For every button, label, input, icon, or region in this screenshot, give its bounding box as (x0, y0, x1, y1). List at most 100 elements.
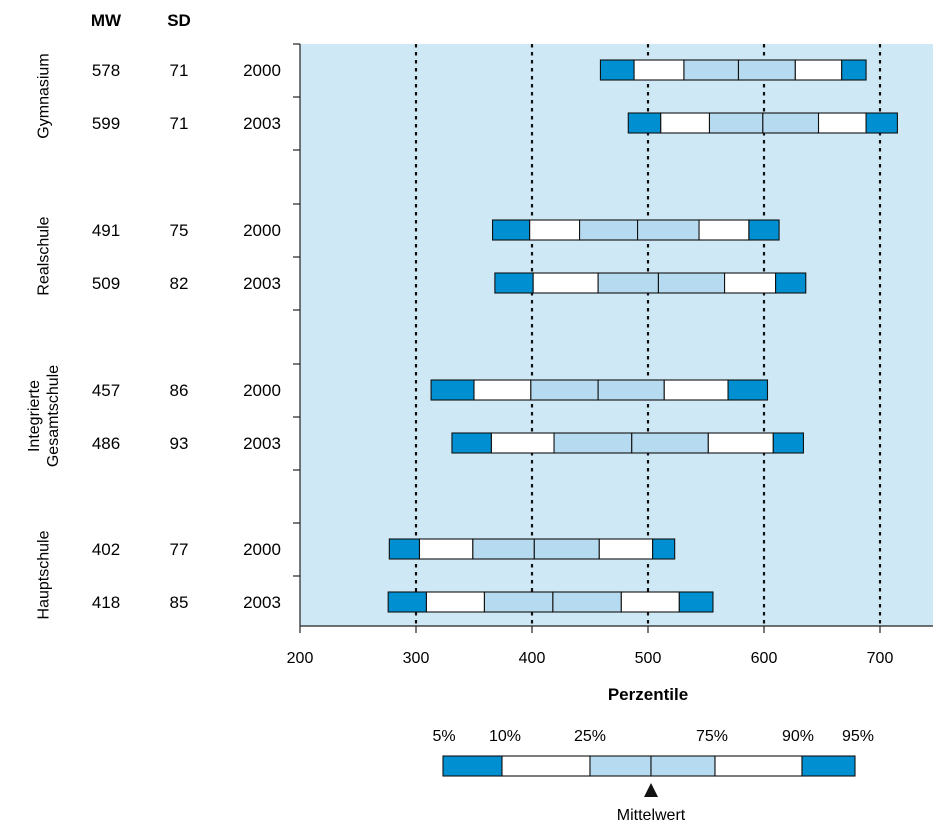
legend-percentile-label: 90% (782, 728, 814, 745)
legend-percentile-label: 5% (432, 728, 455, 745)
percentile-bar-seg (494, 272, 534, 294)
x-tick-label: 400 (519, 650, 546, 667)
percentile-bar-seg (418, 538, 474, 560)
percentile-bar-seg (631, 432, 709, 454)
sd-value: 85 (170, 593, 189, 612)
year-label: 2003 (243, 114, 281, 133)
legend-bar-seg (714, 755, 803, 777)
sd-value: 71 (170, 61, 189, 80)
sd-value: 75 (170, 221, 189, 240)
percentile-bar-seg (707, 432, 774, 454)
mw-value: 509 (92, 274, 120, 293)
legend-percentile-label: 75% (696, 728, 728, 745)
percentile-bar-seg (553, 432, 633, 454)
legend-percentile-label: 10% (489, 728, 521, 745)
percentile-bar-seg (660, 112, 711, 134)
percentile-bar-seg (737, 59, 796, 81)
legend-mean-label: Mittelwert (617, 807, 686, 824)
percentile-bar-seg (597, 272, 659, 294)
sd-value: 82 (170, 274, 189, 293)
percentile-bar-seg (841, 59, 867, 81)
percentile-bar-seg (633, 59, 685, 81)
percentile-bar-seg (533, 538, 600, 560)
x-tick-label: 200 (287, 650, 314, 667)
percentile-bar-seg (388, 538, 421, 560)
category-label: Gesamtschule (45, 365, 62, 467)
sd-value: 71 (170, 114, 189, 133)
percentile-bar-seg (530, 379, 599, 401)
mean-marker-icon (644, 783, 658, 797)
percentile-bar-seg (430, 379, 475, 401)
percentile-bar-seg (451, 432, 492, 454)
category-label: Gymnasium (36, 53, 53, 138)
percentile-bar-seg (599, 59, 635, 81)
header-sd: SD (167, 11, 191, 30)
plot-area (300, 44, 933, 626)
percentile-bar-seg (425, 591, 485, 613)
legend: 5% 10% 25% 75% 90% 95% Mittelwert (432, 728, 874, 824)
percentile-bar-seg (657, 272, 726, 294)
percentile-bar-seg (597, 379, 665, 401)
year-label: 2000 (243, 540, 281, 559)
year-label: 2003 (243, 434, 281, 453)
percentile-bar-seg (620, 591, 680, 613)
legend-bar-seg (801, 755, 856, 777)
sd-value: 77 (170, 540, 189, 559)
year-label: 2003 (243, 593, 281, 612)
percentile-bar-seg (794, 59, 843, 81)
x-tick-label: 700 (867, 650, 894, 667)
mw-value: 578 (92, 61, 120, 80)
percentile-bar-seg (472, 538, 535, 560)
sd-value: 93 (170, 434, 189, 453)
legend-bar-seg (501, 755, 591, 777)
mw-value: 418 (92, 593, 120, 612)
x-tick-label: 500 (635, 650, 662, 667)
sd-value: 86 (170, 381, 189, 400)
mw-value: 599 (92, 114, 120, 133)
percentile-bar-seg (727, 379, 769, 401)
percentile-bar-seg (529, 219, 581, 241)
percentile-bar-seg (708, 112, 764, 134)
percentile-bar-seg (775, 272, 807, 294)
percentile-bar-seg (772, 432, 804, 454)
percentile-bar-seg (817, 112, 867, 134)
percentile-bar-seg (683, 59, 740, 81)
percentile-bar-seg (473, 379, 532, 401)
mw-value: 402 (92, 540, 120, 559)
year-label: 2003 (243, 274, 281, 293)
percentile-bar-seg (483, 591, 554, 613)
category-label: Realschule (36, 216, 53, 295)
year-label: 2000 (243, 61, 281, 80)
legend-bar-seg (650, 755, 716, 777)
percentile-bar-seg (579, 219, 639, 241)
percentile-bar-seg (598, 538, 654, 560)
percentile-bar-seg (492, 219, 531, 241)
mw-value: 491 (92, 221, 120, 240)
percentile-bar-seg (865, 112, 898, 134)
percentile-bar-seg (552, 591, 622, 613)
percentile-bar-seg (637, 219, 700, 241)
x-axis-title: Perzentile (608, 685, 688, 704)
year-label: 2000 (243, 221, 281, 240)
percentile-bar-seg (490, 432, 555, 454)
percentile-bar-seg (698, 219, 750, 241)
mw-value: 457 (92, 381, 120, 400)
legend-percentile-label: 25% (574, 728, 606, 745)
percentile-bar-seg (627, 112, 662, 134)
percentile-bar-seg (762, 112, 820, 134)
category-label: Hauptschule (36, 530, 53, 619)
legend-percentile-label: 95% (842, 728, 874, 745)
x-tick-label: 300 (403, 650, 430, 667)
percentile-bar-seg (652, 538, 676, 560)
mw-value: 486 (92, 434, 120, 453)
percentile-bar-seg (387, 591, 427, 613)
percentile-bar-seg (532, 272, 599, 294)
percentile-bar-seg (724, 272, 777, 294)
percentile-bar-seg (663, 379, 729, 401)
category-label: Integrierte (26, 380, 43, 452)
percentile-bar-seg (748, 219, 780, 241)
legend-bar-seg (589, 755, 652, 777)
header-mw: MW (91, 11, 122, 30)
year-label: 2000 (243, 381, 281, 400)
